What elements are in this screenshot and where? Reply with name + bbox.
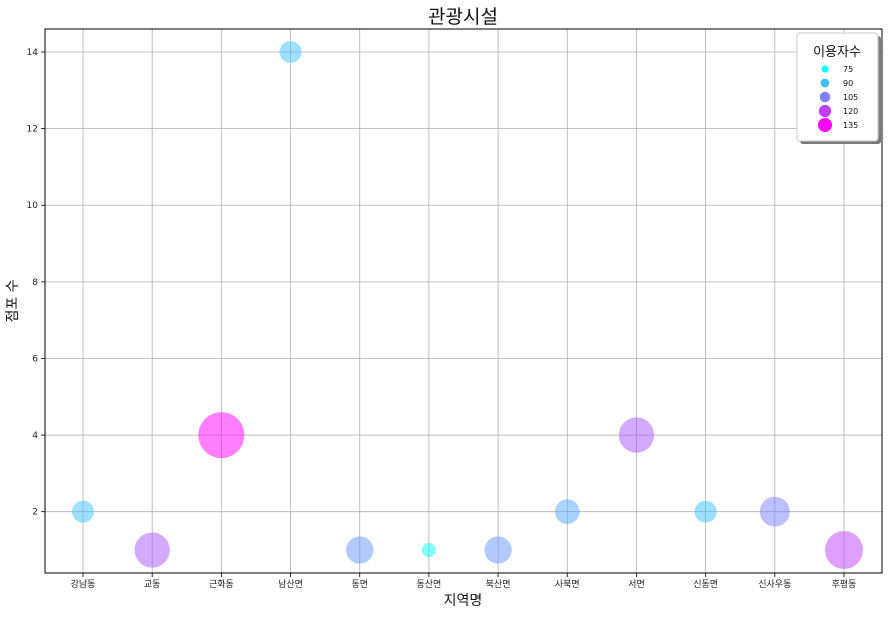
legend-marker: [818, 104, 832, 118]
x-tick-label: 동산면: [416, 579, 441, 590]
y-axis-title: 점포 수: [5, 279, 21, 322]
x-tick-label: 교동: [144, 579, 161, 590]
x-tick-label: 신동면: [693, 579, 718, 590]
bubble-point: [421, 543, 436, 558]
y-tick-label: 12: [27, 125, 38, 135]
y-tick-label: 10: [27, 201, 39, 211]
bubble-point: [618, 417, 655, 453]
bubble-point: [198, 412, 245, 459]
legend-title: 이용자수: [813, 45, 861, 60]
x-tick-label: 남산면: [278, 579, 303, 590]
x-tick-label: 후평동: [832, 579, 857, 590]
x-tick-label: 강남동: [71, 579, 96, 590]
chart-title: 관광시설: [428, 6, 498, 28]
legend-marker: [818, 118, 832, 132]
grid-lines: [45, 29, 882, 573]
x-tick-label: 서면: [628, 579, 645, 590]
bubble-point: [134, 532, 170, 568]
y-axis-ticks: 2 4 6 8 10 12 14: [27, 48, 45, 518]
y-tick-label: 2: [32, 508, 38, 518]
x-tick-label: 북산면: [486, 579, 511, 590]
legend-label: 105: [843, 93, 858, 102]
legend-marker: [820, 78, 830, 88]
y-tick-label: 8: [32, 278, 38, 288]
bubble-point: [279, 40, 302, 63]
y-tick-label: 6: [32, 354, 38, 364]
bubble-series: [72, 40, 863, 570]
legend-box: [796, 32, 879, 142]
legend-label: 120: [843, 107, 858, 116]
x-tick-label: 신사우동: [758, 579, 791, 590]
bubble-point: [554, 499, 580, 525]
legend-label: 75: [843, 65, 853, 74]
legend-marker: [819, 91, 831, 103]
bubble-point: [72, 500, 94, 523]
bubble-point: [694, 500, 717, 523]
bubble-point: [346, 536, 374, 564]
legend-label: 135: [843, 121, 858, 130]
x-tick-label: 동면: [351, 579, 368, 590]
x-axis-title: 지역명: [444, 593, 483, 609]
y-tick-label: 4: [32, 431, 38, 441]
x-axis-ticks: 강남동 교동 근화동 남산면 동면 동산면 북산면 사북면 서면 신동면 신사우동 후평동: [71, 573, 857, 590]
x-tick-label: 근화동: [209, 579, 234, 590]
bubble-point: [825, 531, 863, 570]
plot-frame: [44, 28, 883, 574]
legend-label: 90: [843, 79, 853, 88]
bubble-point: [484, 536, 512, 564]
legend-marker: [821, 65, 829, 73]
bubble-point: [759, 496, 790, 527]
legend: 이용자수 75 90 105 120 135: [796, 32, 881, 144]
legend-entries: 75 90 105 120 135: [818, 65, 858, 132]
x-tick-label: 사북면: [555, 579, 580, 590]
y-tick-label: 14: [27, 48, 39, 58]
